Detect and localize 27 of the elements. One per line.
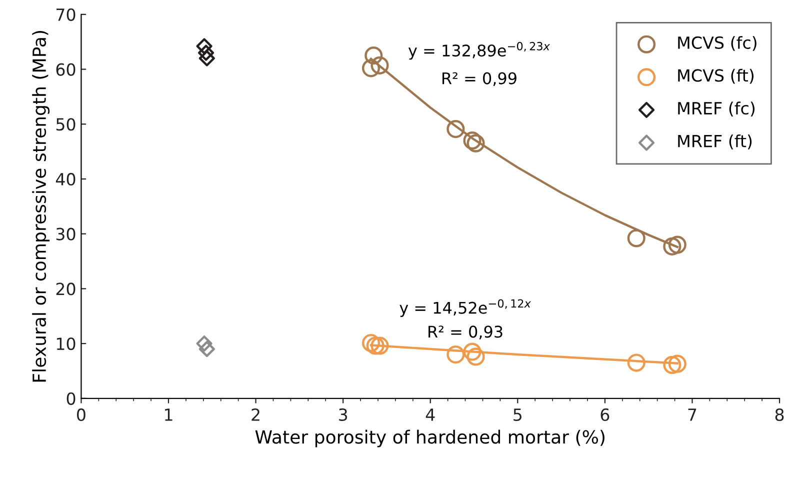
x-tick-label: 6 xyxy=(600,408,610,422)
annotation: y = 14,52e$^{−0,12x}$ xyxy=(400,299,531,317)
y-tick-label: 70 xyxy=(56,8,76,21)
annotation: y = 132,89e$^{−0,23x}$ xyxy=(408,42,550,60)
legend-label: MREF (ft) xyxy=(678,134,752,150)
legend-label: MREF (fc) xyxy=(678,102,754,117)
x-tick-label: 1 xyxy=(165,408,172,421)
x-axis-title: Water porosity of hardened mortar (%) xyxy=(255,430,604,448)
legend-label: MCVS (ft) xyxy=(678,68,754,84)
y-tick-label: 60 xyxy=(56,63,76,76)
y-tick-label: 50 xyxy=(56,118,76,131)
x-tick-label: 0 xyxy=(76,408,86,422)
y-tick-label: 30 xyxy=(56,228,76,240)
y-tick-label: 20 xyxy=(56,282,76,296)
x-tick-label: 3 xyxy=(339,408,348,422)
x-tick-label: 7 xyxy=(688,408,696,421)
x-tick-label: 4 xyxy=(426,408,435,421)
y-tick-label: 10 xyxy=(56,338,76,350)
annotation: R² = 0,93 xyxy=(428,326,502,340)
x-tick-label: 2 xyxy=(252,408,260,421)
x-tick-label: 5 xyxy=(514,408,522,422)
y-tick-label: 0 xyxy=(66,392,76,405)
y-tick-label: 40 xyxy=(56,172,76,186)
legend-label: MCVS (fc) xyxy=(678,36,756,51)
annotation: R² = 0,99 xyxy=(442,72,516,86)
x-tick-label: 8 xyxy=(775,408,784,422)
y-axis-title: Flexural or compressive strength (MPa) xyxy=(32,31,50,382)
